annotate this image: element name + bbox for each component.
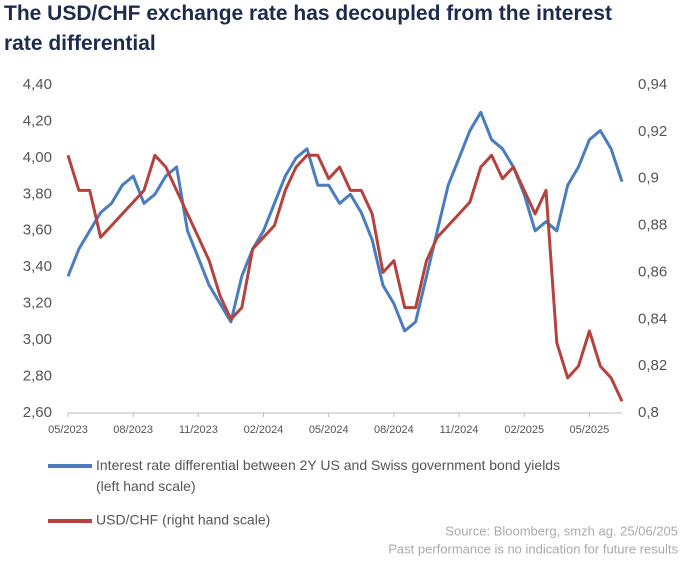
y2-tick-label: 0,88 [638,217,667,234]
y-tick-label: 4,00 [23,149,52,166]
x-tick-label: 11/2023 [179,424,218,436]
y-tick-label: 3,00 [23,331,52,348]
y-tick-label: 4,40 [23,76,52,93]
y2-tick-label: 0,8 [638,404,659,421]
source: Source: Bloomberg, smzh ag. 25/06/205 [445,523,678,538]
x-tick-label: 05/2023 [48,424,88,436]
x-tick-label: 05/2025 [570,424,610,436]
y2-tick-label: 0,84 [638,310,667,327]
x-tick-label: 02/2025 [504,424,544,436]
legend-line: (left hand scale) [96,478,196,494]
y2-tick-label: 0,86 [638,263,667,280]
y-tick-label: 2,60 [23,404,52,421]
legend-line: Interest rate differential between 2Y US… [96,457,560,473]
y2-tick-label: 0,92 [638,123,667,140]
legend-label: Interest rate differential between 2Y US… [96,457,560,494]
x-tick-label: 05/2024 [309,424,349,436]
y-tick-label: 3,40 [23,258,52,275]
x-tick-label: 02/2024 [244,424,284,436]
y2-tick-label: 0,94 [638,76,667,93]
y2-tick-label: 0,9 [638,170,659,187]
y-tick-label: 3,60 [23,222,52,239]
y-tick-label: 2,80 [23,368,52,385]
x-tick-label: 11/2024 [440,424,479,436]
series-line [66,110,624,333]
title-line: The USD/CHF exchange rate has decoupled … [4,2,612,25]
note: Past performance is no indication for fu… [388,541,678,556]
title-line: rate differential [4,32,156,55]
y2-tick-label: 0,82 [638,357,667,374]
x-tick-label: 08/2024 [374,424,414,436]
legend-label: USD/CHF (right hand scale) [96,512,270,528]
chart-title: The USD/CHF exchange rate has decoupled … [4,2,612,55]
series-line [66,153,624,402]
y-tick-label: 3,20 [23,295,52,312]
y-tick-label: 4,20 [23,112,52,129]
x-tick-label: 08/2023 [113,424,153,436]
y-tick-label: 3,80 [23,185,52,202]
